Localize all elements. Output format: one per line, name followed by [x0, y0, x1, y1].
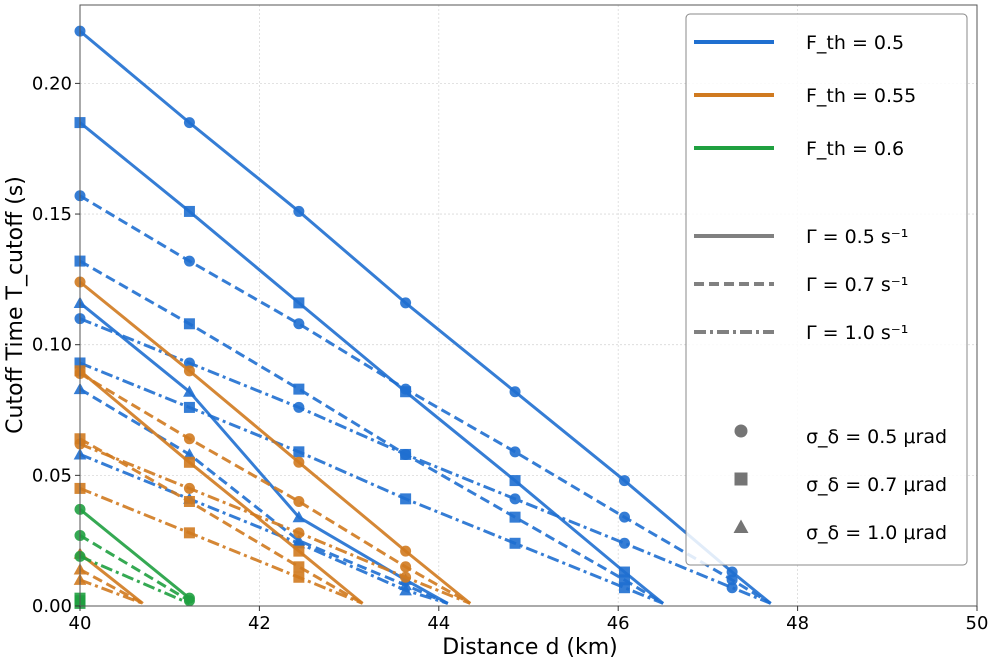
data-point	[618, 582, 630, 594]
data-point	[509, 446, 521, 458]
data-point	[400, 561, 412, 573]
series-line	[79, 578, 144, 605]
data-point	[293, 383, 305, 395]
legend-fth-label: F_th = 0.6	[806, 138, 904, 160]
data-point	[399, 583, 412, 596]
data-point	[618, 574, 630, 586]
series-line	[79, 372, 471, 605]
y-tick-label: 0.15	[32, 204, 72, 225]
series-line	[79, 487, 364, 605]
data-point	[400, 297, 412, 309]
data-point	[509, 537, 521, 549]
legend-sigma-label: σ_δ = 1.0 μrad	[806, 522, 947, 544]
data-point	[618, 566, 630, 578]
data-point	[293, 205, 305, 217]
data-point	[183, 527, 195, 539]
data-point	[293, 495, 305, 507]
x-axis-label: Distance d (km)	[442, 635, 617, 660]
data-point	[618, 537, 630, 549]
data-point	[292, 536, 306, 549]
series	[74, 313, 772, 605]
data-point	[183, 255, 195, 267]
x-tick-label: 40	[69, 613, 92, 634]
data-point	[183, 595, 195, 607]
y-tick-label: 0.10	[32, 335, 72, 356]
data-point	[400, 448, 412, 460]
data-point	[400, 493, 412, 505]
y-axis-label: Cutoff Time T_cutoff (s)	[3, 176, 28, 434]
x-tick-label: 50	[966, 613, 989, 634]
x-tick-label: 42	[248, 613, 271, 634]
data-point	[183, 401, 195, 413]
legend-sigma-marker	[733, 519, 749, 533]
legend-gamma-label: Γ = 1.0 s⁻¹	[806, 322, 908, 344]
data-point	[293, 446, 305, 458]
data-point	[726, 582, 738, 594]
legend-gamma-label: Γ = 0.7 s⁻¹	[806, 274, 908, 296]
data-point	[400, 545, 412, 557]
data-point	[293, 456, 305, 468]
series	[74, 529, 195, 607]
legend-fth-label: F_th = 0.55	[806, 85, 916, 107]
series-line	[79, 194, 772, 605]
plot-frame	[79, 4, 978, 607]
data-point	[292, 510, 306, 523]
data-point	[183, 318, 195, 330]
legend-sigma-label: σ_δ = 0.7 μrad	[806, 474, 947, 496]
series-line	[79, 508, 191, 600]
legend-sigma-marker	[734, 472, 748, 486]
data-point	[183, 365, 195, 377]
data-point	[183, 205, 195, 217]
series-layer	[73, 25, 772, 609]
legend-box	[685, 13, 968, 566]
data-point	[293, 571, 305, 583]
data-point	[183, 117, 195, 129]
x-tick-label: 44	[427, 613, 450, 634]
data-point	[293, 545, 305, 557]
data-point	[509, 493, 521, 505]
data-point	[293, 297, 305, 309]
data-point	[618, 511, 630, 523]
series-line	[79, 555, 190, 605]
legend-sigma-label: σ_δ = 0.5 μrad	[806, 426, 947, 448]
data-point	[183, 385, 196, 397]
legend: F_th = 0.5 F_th = 0.55 F_th = 0.6 Γ = 0.5 s…	[685, 13, 968, 566]
data-point	[509, 386, 521, 398]
series-line	[79, 437, 364, 605]
data-point	[618, 475, 630, 487]
axis-ticks: 40 42 44 46 48 50 0.00 0.05 0.10 0.15 0.20	[32, 73, 989, 634]
y-tick-label: 0.00	[32, 596, 72, 617]
legend-fth-label: F_th = 0.5	[806, 32, 904, 54]
x-tick-label: 48	[786, 613, 809, 634]
series	[74, 190, 772, 605]
data-point	[400, 571, 412, 583]
data-point	[293, 318, 305, 330]
data-point	[509, 511, 521, 523]
data-point	[183, 357, 195, 369]
y-tick-label: 0.05	[32, 465, 72, 486]
data-point	[183, 456, 195, 468]
series-line	[79, 568, 144, 605]
data-point	[183, 448, 196, 460]
series-line	[79, 369, 364, 605]
data-point	[293, 401, 305, 413]
legend-gamma-label: Γ = 0.5 s⁻¹	[806, 226, 908, 248]
data-point	[293, 527, 305, 539]
legend-sigma-marker	[734, 424, 748, 438]
data-point	[726, 566, 738, 578]
data-point	[183, 495, 195, 507]
data-point	[400, 383, 412, 395]
data-point	[183, 433, 195, 445]
data-point	[293, 561, 305, 573]
y-tick-label: 0.20	[32, 73, 72, 94]
x-tick-label: 46	[607, 613, 630, 634]
data-point	[726, 574, 738, 586]
data-point	[183, 482, 195, 494]
series	[74, 438, 471, 605]
series-line	[79, 534, 191, 603]
data-point	[509, 475, 521, 487]
